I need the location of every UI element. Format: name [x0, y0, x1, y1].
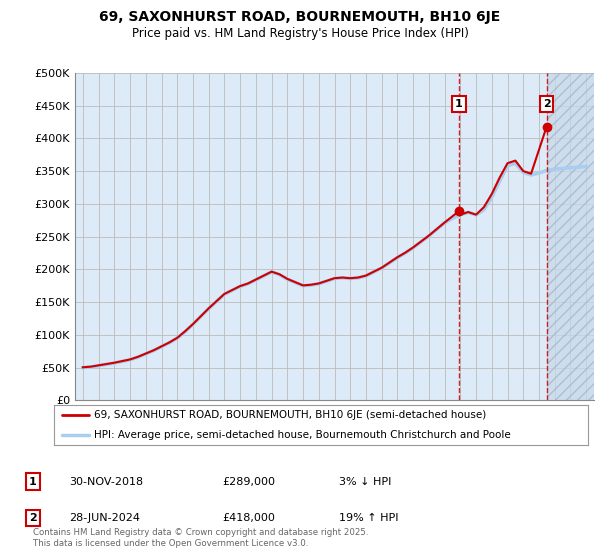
Text: 28-JUN-2024: 28-JUN-2024 [69, 513, 140, 523]
Text: 1: 1 [455, 99, 463, 109]
Text: £289,000: £289,000 [222, 477, 275, 487]
Text: 3% ↓ HPI: 3% ↓ HPI [339, 477, 391, 487]
Text: Contains HM Land Registry data © Crown copyright and database right 2025.
This d: Contains HM Land Registry data © Crown c… [33, 528, 368, 548]
Text: 69, SAXONHURST ROAD, BOURNEMOUTH, BH10 6JE (semi-detached house): 69, SAXONHURST ROAD, BOURNEMOUTH, BH10 6… [94, 410, 487, 420]
Text: 30-NOV-2018: 30-NOV-2018 [69, 477, 143, 487]
Text: Price paid vs. HM Land Registry's House Price Index (HPI): Price paid vs. HM Land Registry's House … [131, 27, 469, 40]
Text: 69, SAXONHURST ROAD, BOURNEMOUTH, BH10 6JE: 69, SAXONHURST ROAD, BOURNEMOUTH, BH10 6… [100, 10, 500, 24]
Bar [547, 73, 594, 400]
Text: HPI: Average price, semi-detached house, Bournemouth Christchurch and Poole: HPI: Average price, semi-detached house,… [94, 430, 511, 440]
Text: £418,000: £418,000 [222, 513, 275, 523]
Text: 2: 2 [543, 99, 551, 109]
Text: 1: 1 [29, 477, 37, 487]
Text: 19% ↑ HPI: 19% ↑ HPI [339, 513, 398, 523]
Text: 2: 2 [29, 513, 37, 523]
